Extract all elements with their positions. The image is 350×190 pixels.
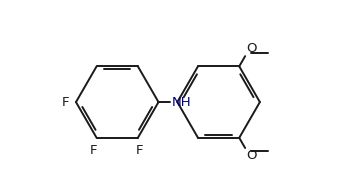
Text: F: F (90, 144, 97, 157)
Text: F: F (62, 96, 69, 108)
Text: F: F (136, 144, 144, 157)
Text: O: O (246, 149, 257, 162)
Text: O: O (246, 42, 257, 55)
Text: NH: NH (172, 96, 191, 108)
